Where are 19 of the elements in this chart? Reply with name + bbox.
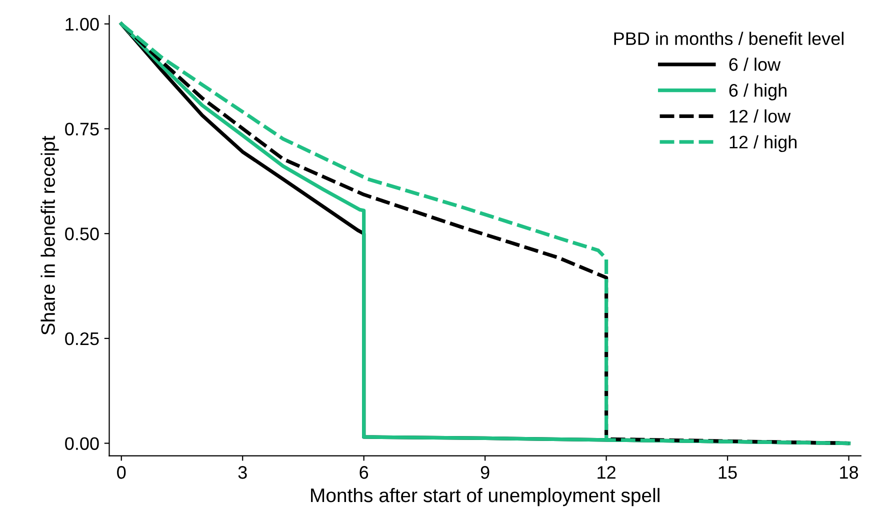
legend-label: 12 / low (730, 109, 791, 123)
x-tick-label: 12 (598, 466, 616, 479)
x-tick-label: 9 (480, 466, 490, 479)
x-tick-label: 0 (117, 466, 126, 479)
y-tick-label: 0.00 (65, 437, 99, 450)
y-tick-label: 0.25 (65, 332, 99, 346)
x-axis-title: Months after start of unemployment spell (311, 488, 660, 506)
legend-title: PBD in months / benefit level (614, 32, 844, 46)
y-tick-label: 1.00 (66, 18, 99, 31)
x-tick-label: 15 (718, 466, 737, 479)
x-tick-label: 3 (238, 466, 247, 479)
legend-label: 12 / high (730, 135, 796, 152)
legend-label: 6 / low (729, 58, 781, 71)
y-tick-label: 0.50 (65, 228, 99, 240)
x-tick-label: 6 (360, 466, 368, 479)
y-axis-title: Share in benefit receipt (40, 136, 59, 335)
y-tick-label: 0.75 (65, 122, 99, 136)
legend-label: 6 / high (729, 84, 786, 100)
x-tick-label: 18 (840, 466, 858, 479)
